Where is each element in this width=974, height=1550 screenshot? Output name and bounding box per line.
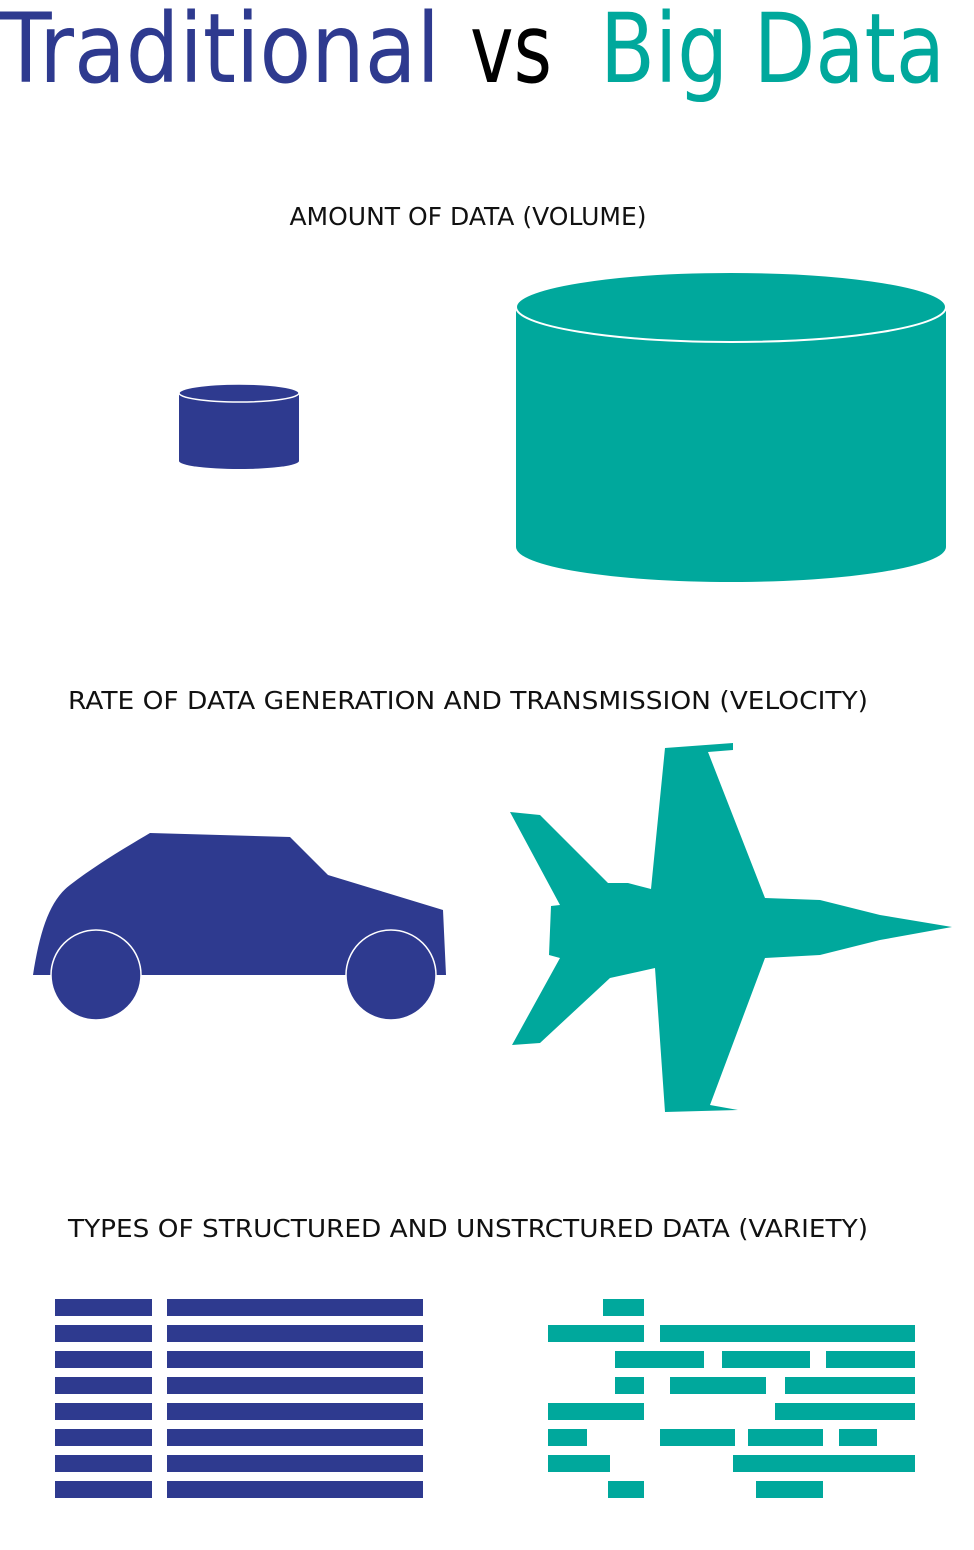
section-heading: RATE OF DATA GENERATION AND TRANSMISSION… <box>68 686 868 715</box>
title-vs: vs <box>470 0 552 105</box>
section-heading: AMOUNT OF DATA (VOLUME) <box>289 202 646 231</box>
structured-rows <box>55 1299 423 1498</box>
title-traditional: Traditional <box>0 0 440 105</box>
big-cylinder <box>515 271 947 582</box>
section-heading: TYPES OF STRUCTURED AND UNSTRCTURED DATA… <box>67 1214 868 1243</box>
plane <box>510 743 952 1112</box>
small-cylinder <box>178 383 300 469</box>
unstructured-blocks <box>548 1299 915 1498</box>
car <box>33 833 446 1021</box>
title-big-data: Big Data <box>600 0 945 105</box>
